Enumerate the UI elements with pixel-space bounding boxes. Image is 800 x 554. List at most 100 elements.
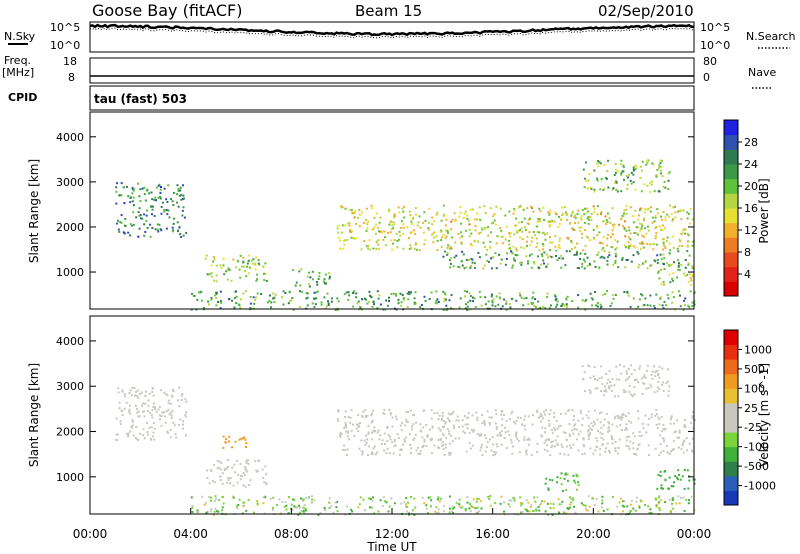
scatter-point bbox=[281, 296, 283, 299]
scatter-point bbox=[137, 396, 140, 399]
scatter-point bbox=[140, 391, 143, 394]
scatter-point bbox=[612, 297, 615, 300]
scatter-point bbox=[299, 284, 302, 287]
scatter-point bbox=[500, 443, 503, 446]
scatter-point bbox=[666, 368, 669, 371]
scatter-point bbox=[143, 415, 146, 418]
scatter-point bbox=[115, 186, 118, 189]
scatter-point bbox=[389, 413, 392, 416]
scatter-point bbox=[426, 435, 429, 438]
scatter-point bbox=[662, 437, 665, 440]
scatter-point bbox=[262, 476, 265, 479]
scatter-point bbox=[203, 503, 206, 506]
scatter-point bbox=[686, 273, 689, 276]
scatter-point bbox=[406, 505, 409, 508]
scatter-point bbox=[411, 231, 413, 233]
scatter-point bbox=[516, 437, 519, 440]
scatter-point bbox=[525, 453, 528, 456]
scatter-point bbox=[585, 207, 588, 210]
scatter-point bbox=[235, 459, 238, 462]
scatter-point bbox=[178, 386, 181, 389]
scatter-point bbox=[680, 218, 683, 221]
scatter-point bbox=[644, 297, 647, 300]
scatter-point bbox=[341, 247, 344, 250]
scatter-point bbox=[496, 445, 499, 448]
scatter-point bbox=[425, 445, 428, 447]
scatter-point bbox=[678, 436, 680, 439]
scatter-point bbox=[623, 244, 626, 247]
scatter-point bbox=[201, 495, 204, 498]
scatter-point bbox=[441, 414, 444, 417]
scatter-point bbox=[573, 479, 576, 482]
scatter-point bbox=[422, 221, 425, 224]
scatter-point bbox=[246, 470, 249, 473]
scatter-point bbox=[430, 417, 433, 420]
scatter-point bbox=[398, 453, 401, 456]
scatter-point bbox=[449, 245, 452, 248]
colorbar-tick-label: 12 bbox=[744, 224, 758, 237]
scatter-point bbox=[601, 433, 604, 435]
scatter-point bbox=[678, 238, 681, 241]
scatter-point bbox=[582, 377, 585, 380]
scatter-point bbox=[355, 222, 357, 225]
scatter-point bbox=[597, 510, 600, 513]
scatter-point bbox=[174, 433, 177, 436]
scatter-point bbox=[650, 373, 653, 376]
scatter-point bbox=[554, 428, 557, 431]
scatter-point bbox=[519, 294, 522, 297]
scatter-point bbox=[438, 414, 441, 417]
scatter-point bbox=[641, 294, 644, 297]
scatter-point bbox=[349, 230, 352, 233]
scatter-point bbox=[628, 229, 631, 232]
scatter-point bbox=[544, 306, 547, 309]
scatter-point bbox=[583, 371, 586, 374]
scatter-point bbox=[409, 291, 412, 294]
scatter-point bbox=[472, 498, 475, 501]
scatter-point bbox=[644, 376, 647, 379]
colorbar-segment bbox=[724, 149, 738, 165]
scatter-point bbox=[581, 424, 584, 426]
scatter-point bbox=[452, 511, 454, 514]
scatter-point bbox=[632, 432, 635, 435]
scatter-point bbox=[331, 297, 333, 300]
scatter-point bbox=[282, 290, 285, 293]
scatter-point bbox=[115, 222, 118, 225]
scatter-point bbox=[472, 430, 475, 433]
scatter-point bbox=[622, 164, 625, 167]
scatter-point bbox=[466, 427, 469, 430]
scatter-point bbox=[633, 232, 636, 234]
scatter-point bbox=[668, 452, 671, 455]
scatter-point bbox=[573, 415, 575, 418]
scatter-point bbox=[337, 300, 340, 303]
scatter-point bbox=[394, 444, 397, 447]
scatter-point bbox=[469, 510, 472, 513]
colorbar-segment bbox=[724, 178, 738, 194]
scatter-point bbox=[601, 242, 604, 245]
scatter-point bbox=[583, 221, 586, 224]
scatter-point bbox=[644, 227, 647, 230]
scatter-point bbox=[134, 404, 137, 407]
scatter-point bbox=[668, 498, 671, 501]
scatter-point bbox=[413, 297, 416, 300]
scatter-point bbox=[512, 245, 515, 248]
scatter-point bbox=[671, 279, 674, 282]
scatter-point bbox=[121, 389, 124, 392]
scatter-point bbox=[671, 499, 674, 502]
scatter-point bbox=[659, 475, 662, 477]
scatter-point bbox=[176, 184, 179, 187]
scatter-point bbox=[484, 212, 487, 214]
scatter-point bbox=[482, 267, 485, 270]
scatter-point bbox=[562, 511, 565, 514]
scatter-point bbox=[116, 182, 118, 185]
scatter-point bbox=[544, 238, 547, 241]
scatter-point bbox=[232, 495, 235, 498]
scatter-point bbox=[368, 445, 371, 448]
scatter-point bbox=[381, 443, 383, 446]
scatter-point bbox=[313, 306, 316, 309]
scatter-point bbox=[292, 308, 295, 311]
scatter-point bbox=[437, 511, 440, 514]
scatter-point bbox=[295, 281, 298, 284]
scatter-point bbox=[533, 304, 536, 307]
scatter-point bbox=[686, 211, 689, 214]
scatter-point bbox=[490, 416, 493, 419]
